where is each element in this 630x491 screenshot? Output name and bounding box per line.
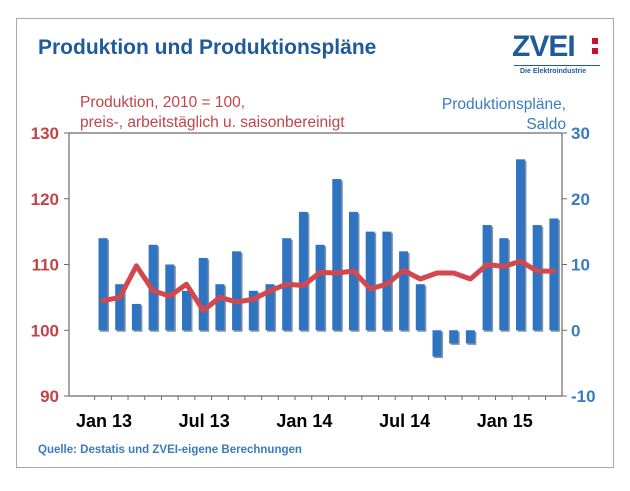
bar-fill <box>415 284 425 331</box>
left-tick-label: 110 <box>32 256 59 275</box>
bar-fill <box>382 231 392 331</box>
bar-fill <box>131 303 141 331</box>
right-axis-label-line-2: Saldo <box>526 116 566 133</box>
x-tick-label: Jul 13 <box>179 411 230 431</box>
left-tick-label: 130 <box>31 124 59 143</box>
bar <box>298 211 310 332</box>
right-tick-label: 30 <box>571 124 590 143</box>
bar-fill <box>315 244 325 331</box>
bar <box>215 284 226 332</box>
x-tick-label: Jan 15 <box>477 411 533 431</box>
x-tick-label: Jan 13 <box>76 411 132 431</box>
chart-title: Produktion und Produktionspläne <box>38 36 377 59</box>
bar-fill <box>532 225 542 331</box>
bar-fill <box>115 284 125 331</box>
left-axis-label: Produktion, 2010 = 100, preis-, arbeitst… <box>80 93 345 133</box>
left-axis-label-line-2: preis-, arbeitstäglich u. saisonbereinig… <box>80 114 345 131</box>
bar <box>449 330 460 345</box>
chart-axes <box>64 132 567 400</box>
bar <box>415 284 427 332</box>
bar <box>482 225 494 332</box>
bar-fill <box>265 284 275 331</box>
bar-fill <box>298 211 308 331</box>
left-tick-label: 90 <box>40 387 59 406</box>
bar-fill <box>549 218 559 331</box>
right-axis-label: Produktionspläne, Saldo <box>442 95 566 135</box>
zvei-logo: ZVEI Die Elektroindustrie <box>512 30 610 80</box>
bar-fill <box>432 330 442 357</box>
bar-fill <box>332 179 342 331</box>
right-tick-label: 0 <box>571 321 580 340</box>
bar <box>399 251 410 332</box>
bar <box>182 290 193 332</box>
left-tick-label: 100 <box>31 321 59 340</box>
bar <box>549 218 560 332</box>
bar <box>365 231 377 332</box>
bar-fill <box>215 284 225 331</box>
line-series <box>100 258 557 313</box>
bar <box>198 257 210 332</box>
production-line <box>100 258 557 313</box>
bar-fill <box>465 330 475 344</box>
left-tick-label: 120 <box>31 190 59 209</box>
bar <box>98 238 109 332</box>
bar <box>499 238 510 332</box>
bar <box>516 159 527 332</box>
bar-fill <box>182 290 191 331</box>
bar-fill <box>482 225 492 331</box>
bar <box>532 225 544 332</box>
bar-series <box>98 159 560 359</box>
bar <box>315 244 327 332</box>
bar <box>232 251 243 332</box>
bar <box>115 284 126 332</box>
right-axis-label-line-1: Produktionspläne, <box>441 96 566 113</box>
bar-fill <box>399 251 409 331</box>
bar-fill <box>516 159 525 331</box>
logo-wordmark: ZVEI <box>512 30 576 63</box>
bar-fill <box>449 330 459 344</box>
right-tick-label: 20 <box>571 190 590 209</box>
bar-fill <box>198 257 208 331</box>
logo-colon-icon <box>592 34 598 58</box>
bar-fill <box>499 238 509 331</box>
logo-subtitle: Die Elektroindustrie <box>520 68 587 75</box>
x-tick-label: Jan 14 <box>276 411 332 431</box>
bar <box>265 284 276 332</box>
bar <box>332 179 343 332</box>
bar <box>465 330 477 345</box>
bar-fill <box>232 251 242 331</box>
bar-fill <box>98 238 108 331</box>
chart-frame <box>16 18 614 468</box>
x-tick-label: Jul 14 <box>379 411 430 431</box>
right-tick-label: 10 <box>571 256 590 275</box>
right-tick-label: -10 <box>571 387 596 406</box>
bar <box>248 290 260 332</box>
logo-rule <box>514 65 600 66</box>
left-axis-label-line-1: Produktion, 2010 = 100, <box>80 94 246 111</box>
bar-fill <box>365 231 375 331</box>
bar-fill <box>248 290 258 331</box>
bar <box>432 330 443 359</box>
source-note: Quelle: Destatis und ZVEI-eigene Berechn… <box>38 444 302 456</box>
bar <box>131 303 143 332</box>
